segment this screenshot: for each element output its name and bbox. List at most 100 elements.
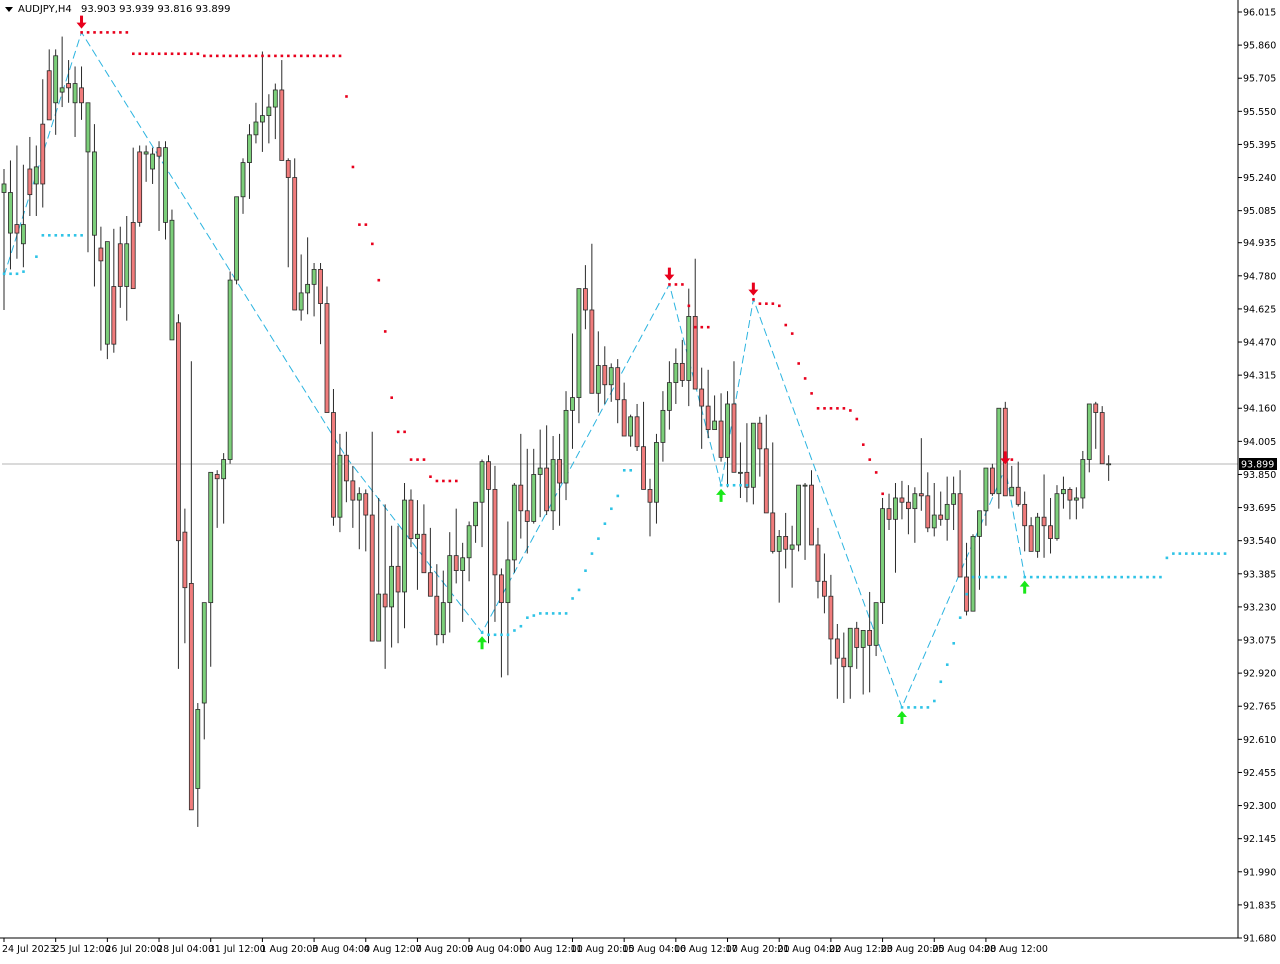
- bear-candle: [938, 514, 944, 520]
- bear-candle: [615, 367, 621, 401]
- y-tick-label: 94.315: [1243, 371, 1276, 382]
- support-dot: [41, 234, 45, 237]
- resistance-dot: [803, 377, 807, 380]
- bear-candle: [783, 536, 789, 550]
- candles-layer: [1, 36, 1112, 827]
- bear-candle: [98, 247, 104, 262]
- resistance-dot: [299, 54, 303, 58]
- bear-candle: [557, 459, 562, 484]
- support-dot: [22, 270, 25, 273]
- current-price-label: 93.899: [1241, 459, 1274, 470]
- support-dot: [945, 663, 949, 666]
- bull-candle: [195, 709, 201, 789]
- y-tick-label: 94.160: [1243, 404, 1276, 415]
- resistance-dot: [778, 304, 781, 308]
- resistance-dot: [345, 95, 348, 98]
- support-dot: [1191, 552, 1195, 555]
- support-dot: [933, 699, 936, 703]
- bear-candle: [182, 531, 188, 589]
- bear-candle: [718, 420, 724, 458]
- y-tick-label: 93.540: [1243, 536, 1276, 547]
- bull-candle: [725, 403, 730, 458]
- bull-candle: [337, 454, 343, 518]
- zigzag-layer: [3, 31, 1026, 709]
- bull-candle: [201, 602, 207, 704]
- support-dot: [926, 706, 930, 709]
- bull-candle: [389, 565, 395, 608]
- support-dot: [978, 575, 981, 579]
- bull-candle: [20, 224, 26, 245]
- resistance-dot: [151, 52, 154, 56]
- resistance-dot: [403, 430, 406, 434]
- resistance-dot: [442, 479, 445, 483]
- bear-candle: [1028, 525, 1034, 552]
- bear-candle: [382, 593, 388, 608]
- bull-candle: [221, 459, 227, 480]
- resistance-dot: [312, 54, 316, 58]
- ohlc-label: 93.903 93.939 93.816 93.899: [80, 4, 231, 15]
- triangle-down-icon[interactable]: [5, 7, 13, 12]
- x-tick-label: 28 Jul 04:00: [157, 944, 214, 955]
- bull-candle: [511, 484, 517, 561]
- bull-candle: [505, 559, 511, 604]
- bear-candle: [544, 467, 550, 512]
- resistance-dot: [80, 31, 83, 34]
- bull-candle: [944, 503, 950, 520]
- bull-candle: [1086, 403, 1092, 460]
- x-tick-label: 9 Aug 04:00: [467, 944, 525, 955]
- bull-candle: [163, 147, 168, 223]
- bear-candle: [279, 89, 285, 161]
- support-dot: [900, 706, 904, 709]
- bull-candle: [802, 484, 808, 487]
- resistance-dot: [765, 302, 768, 305]
- up-arrow-icon: [716, 488, 727, 502]
- resistance-dot: [248, 54, 251, 58]
- bull-candle: [654, 442, 659, 503]
- resistance-dot: [364, 223, 368, 226]
- resistance-dot: [86, 31, 90, 34]
- bull-candle: [479, 461, 485, 503]
- bull-candle: [272, 89, 278, 108]
- down-arrow-icon: [1000, 451, 1011, 465]
- bear-candle: [427, 572, 433, 597]
- bear-candle: [292, 177, 298, 311]
- support-dot: [1197, 552, 1201, 555]
- bull-candle: [169, 219, 175, 341]
- support-dot: [1036, 575, 1039, 579]
- support-dot: [1217, 552, 1220, 555]
- bull-candle: [150, 153, 155, 170]
- support-dot: [526, 616, 529, 619]
- bull-candle: [1009, 486, 1015, 497]
- bull-candle: [143, 151, 149, 155]
- resistance-dot: [132, 52, 135, 56]
- bear-candle: [692, 315, 698, 390]
- bear-candle: [925, 495, 931, 529]
- bull-candle: [531, 474, 537, 522]
- y-tick-label: 93.385: [1243, 569, 1276, 580]
- resistance-dot: [687, 304, 691, 308]
- support-dot: [1062, 575, 1065, 579]
- resistance-dot: [119, 31, 122, 34]
- support-dot: [597, 537, 600, 540]
- resistance-dot: [790, 332, 794, 335]
- bull-candle: [227, 279, 233, 460]
- support-dot: [732, 483, 736, 487]
- support-dot: [1075, 575, 1078, 579]
- support-dot: [1165, 556, 1169, 560]
- resistance-dot: [371, 242, 374, 246]
- bear-candle: [111, 286, 117, 345]
- bull-candle: [660, 409, 666, 443]
- bear-candle: [499, 574, 504, 604]
- support-dot: [1126, 575, 1130, 579]
- current-price-tag: [1239, 457, 1277, 470]
- support-dot: [1049, 575, 1052, 579]
- bear-candle: [137, 151, 143, 223]
- y-tick-label: 92.300: [1243, 801, 1276, 812]
- support-dot: [1081, 575, 1085, 579]
- support-dot: [939, 680, 943, 684]
- resistance-dot: [351, 165, 355, 169]
- bull-candle: [311, 269, 317, 285]
- bear-candle: [731, 403, 737, 473]
